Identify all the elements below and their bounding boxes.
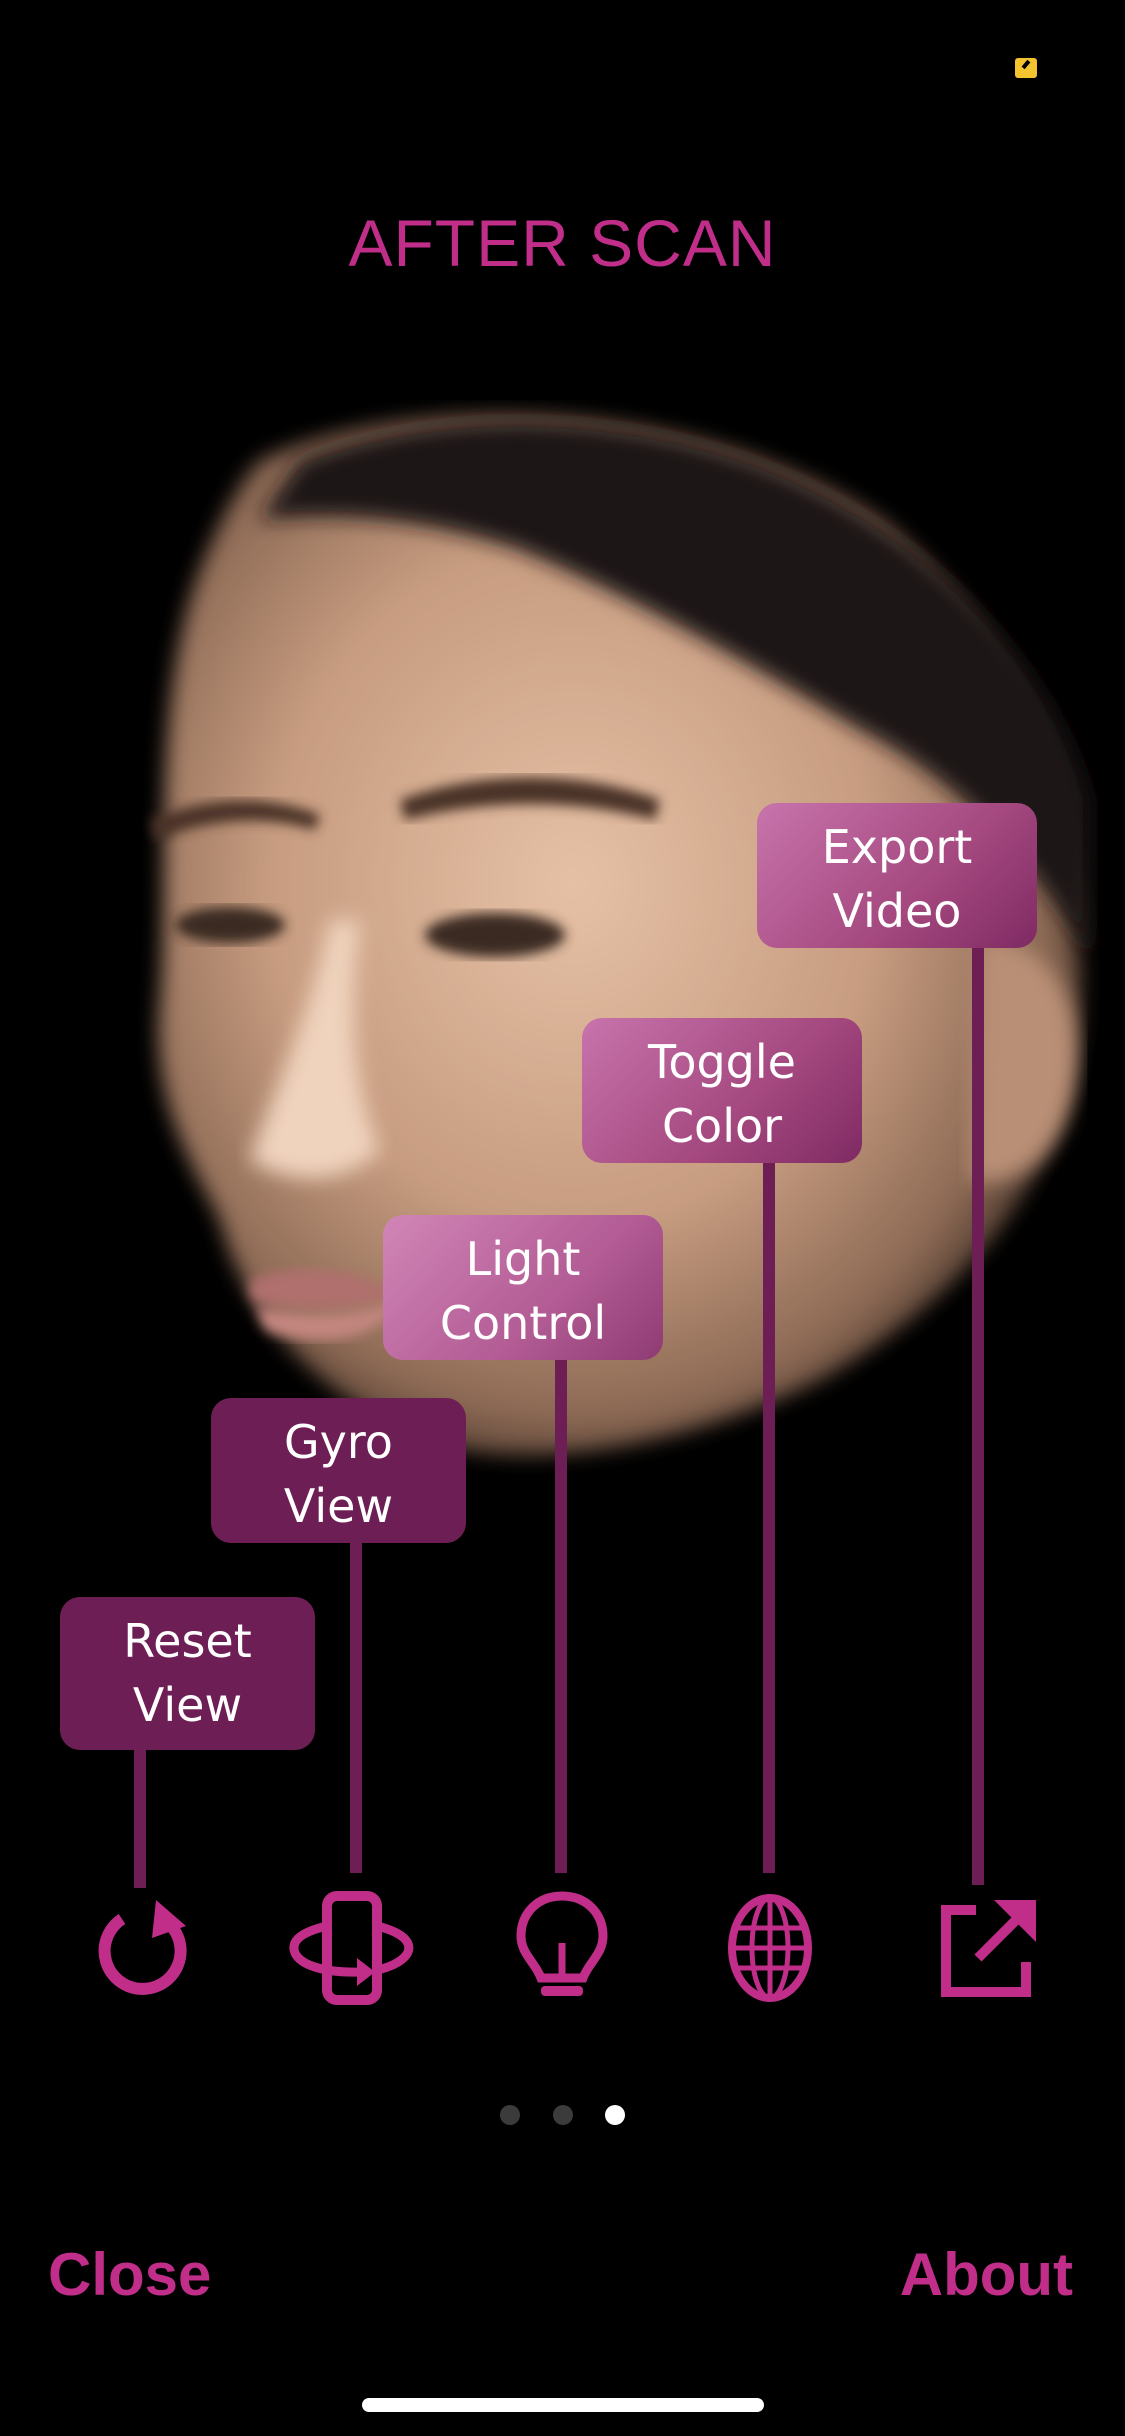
page-dot-1[interactable] bbox=[500, 2105, 521, 2125]
close-button[interactable]: Close bbox=[48, 2241, 212, 2308]
page-title: AFTER SCAN bbox=[348, 206, 777, 280]
connector-light bbox=[555, 1360, 567, 1873]
connector-reset bbox=[134, 1748, 146, 1888]
connector-color bbox=[763, 1160, 775, 1873]
light-control-button[interactable] bbox=[497, 1888, 627, 2008]
globe-mesh-icon bbox=[728, 1894, 812, 2002]
about-button[interactable]: About bbox=[899, 2241, 1073, 2308]
tooltip-export-video: Export Video bbox=[757, 803, 1037, 948]
home-indicator[interactable] bbox=[362, 2398, 764, 2412]
page-dot-3-active[interactable] bbox=[604, 2105, 625, 2125]
status-indicator bbox=[1015, 58, 1037, 78]
reset-icon bbox=[98, 1900, 187, 1995]
reset-view-button[interactable] bbox=[78, 1888, 208, 2008]
face-scan-model[interactable] bbox=[0, 400, 1125, 1600]
gyro-view-button[interactable] bbox=[287, 1888, 417, 2008]
page-indicator[interactable] bbox=[0, 2105, 1125, 2130]
page-dot-2[interactable] bbox=[552, 2105, 573, 2125]
tooltip-light-control: Light Control bbox=[383, 1215, 663, 1360]
export-icon bbox=[941, 1900, 1036, 1997]
tooltip-reset-view: Reset View bbox=[60, 1597, 315, 1750]
light-bulb-icon bbox=[516, 1891, 608, 1996]
tooltip-gyro-view: Gyro View bbox=[211, 1398, 466, 1543]
connector-export bbox=[972, 945, 984, 1885]
connector-gyro bbox=[350, 1543, 362, 1873]
gyro-phone-icon bbox=[289, 1891, 414, 2005]
export-video-button[interactable] bbox=[918, 1888, 1048, 2008]
toggle-color-button[interactable] bbox=[705, 1888, 835, 2008]
tooltip-toggle-color: Toggle Color bbox=[582, 1018, 862, 1163]
